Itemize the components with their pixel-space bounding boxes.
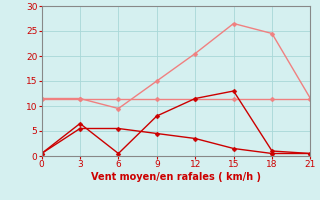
X-axis label: Vent moyen/en rafales ( km/h ): Vent moyen/en rafales ( km/h ): [91, 172, 261, 182]
